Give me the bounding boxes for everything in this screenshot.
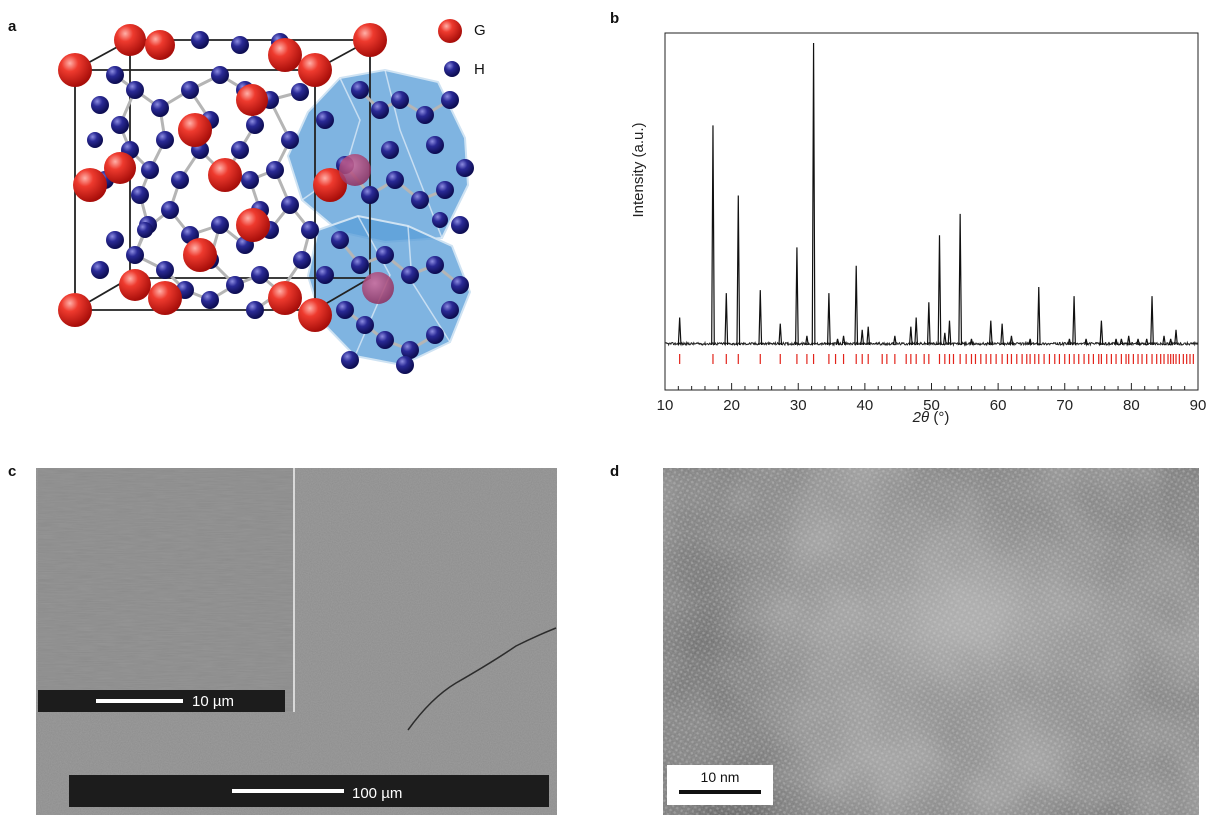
crystal-structure-panel (40, 20, 600, 380)
xrd-peak (908, 326, 913, 346)
x-tick-label: 80 (1123, 397, 1140, 414)
xrd-peak (1119, 338, 1124, 346)
xrd-peak (958, 213, 963, 346)
xrd-peak (1174, 329, 1178, 346)
xrd-peak (969, 338, 974, 346)
xrd-peak (835, 338, 840, 346)
xrd-peak (826, 293, 831, 346)
x-axis-tick-labels: 10 20 30 40 50 60 70 80 90 (657, 397, 1207, 414)
xrd-peak (937, 235, 942, 346)
xrd-peak (914, 317, 919, 346)
xrd-peak (1150, 296, 1154, 346)
xrd-peak (947, 320, 952, 346)
xrd-peak (866, 326, 871, 346)
xrd-peak (1000, 323, 1005, 346)
xrd-peak (841, 335, 846, 346)
encaged-guests (339, 154, 394, 304)
structure-legend: G H (437, 18, 517, 88)
xrd-peak (988, 320, 993, 346)
guest-atoms (58, 23, 387, 332)
panel-label-d: d (610, 463, 620, 480)
baseline (664, 340, 1199, 347)
xrd-trace (664, 43, 1199, 347)
x-tick-label: 20 (723, 397, 740, 414)
x-tick-label: 30 (790, 397, 807, 414)
xrd-peak (1067, 338, 1072, 346)
tem-scalebar-bg (667, 765, 773, 805)
xrd-peak (1072, 296, 1076, 346)
xrd-peak (860, 329, 865, 346)
panel-label-c: c (8, 463, 17, 480)
xrd-peak (736, 195, 741, 346)
host-legend-icon (444, 61, 460, 77)
xrd-peak (1009, 335, 1014, 346)
reference-peak-marks (679, 354, 1194, 364)
xrd-peak (1099, 320, 1104, 346)
panel-label-b: b (610, 10, 620, 27)
x-axis-label-unit: (°) (929, 409, 949, 426)
crystal-structure-figure (58, 23, 474, 374)
sem-image-panel: 10 µm 100 µm (36, 468, 557, 815)
xrd-peak (1144, 338, 1149, 346)
tem-scalebar-label: 10 nm (701, 769, 740, 785)
y-axis-label: Intensity (a.u.) (630, 122, 647, 217)
xrd-peak (795, 247, 799, 346)
guest-legend-label: G (474, 22, 486, 39)
sem-crack (407, 627, 557, 731)
xrd-peak (677, 317, 682, 346)
main-scalebar-label: 100 µm (352, 785, 402, 802)
xrd-peak (1036, 287, 1041, 346)
host-legend-label: H (474, 61, 485, 78)
xrd-peak (811, 43, 816, 346)
host-atoms (87, 31, 474, 374)
xrd-peak (711, 125, 715, 346)
panel-label-a: a (8, 18, 17, 35)
tem-scalebar (679, 790, 761, 794)
xrd-peak (724, 293, 729, 346)
xrd-peak (892, 335, 897, 346)
xrd-peak (1084, 338, 1088, 346)
xrd-peak (1126, 335, 1131, 346)
xrd-peak (778, 323, 783, 346)
x-tick-label: 90 (1190, 397, 1207, 414)
xrd-peak (854, 265, 859, 346)
x-tick-label: 60 (990, 397, 1007, 414)
main-scalebar (232, 789, 344, 793)
x-tick-label: 70 (1056, 397, 1073, 414)
x-axis-ticks (664, 383, 1199, 390)
tem-image-panel: 10 nm (663, 468, 1199, 815)
x-axis-label-symbol: 2θ (912, 409, 929, 426)
xrd-chart-panel: 10 20 30 40 50 60 70 80 90 Intensity (a.u.) 2θ (… (625, 20, 1210, 430)
x-tick-label: 10 (657, 397, 674, 414)
xrd-peak (805, 335, 809, 346)
xrd-peak (1028, 338, 1032, 346)
xrd-peak (926, 302, 931, 346)
x-axis-label: 2θ (°) (912, 409, 950, 426)
xrd-peak (1168, 338, 1173, 346)
xrd-peak (1162, 335, 1166, 346)
xrd-peak (942, 332, 947, 346)
sem-image: 10 µm 100 µm (36, 468, 557, 815)
inset-scalebar-label: 10 µm (192, 693, 234, 710)
xrd-peak (758, 290, 763, 346)
x-tick-label: 40 (857, 397, 874, 414)
xrd-peak (1114, 338, 1118, 346)
plot-frame (664, 32, 1199, 391)
xrd-pattern-chart: 10 20 30 40 50 60 70 80 90 Intensity (a.u.) 2θ (… (630, 32, 1207, 426)
guest-legend-icon (438, 19, 462, 43)
tem-image: 10 nm (663, 468, 1199, 815)
inset-scalebar (96, 699, 183, 703)
x-tick-label: 50 (923, 397, 940, 414)
xrd-peak (1136, 338, 1140, 346)
